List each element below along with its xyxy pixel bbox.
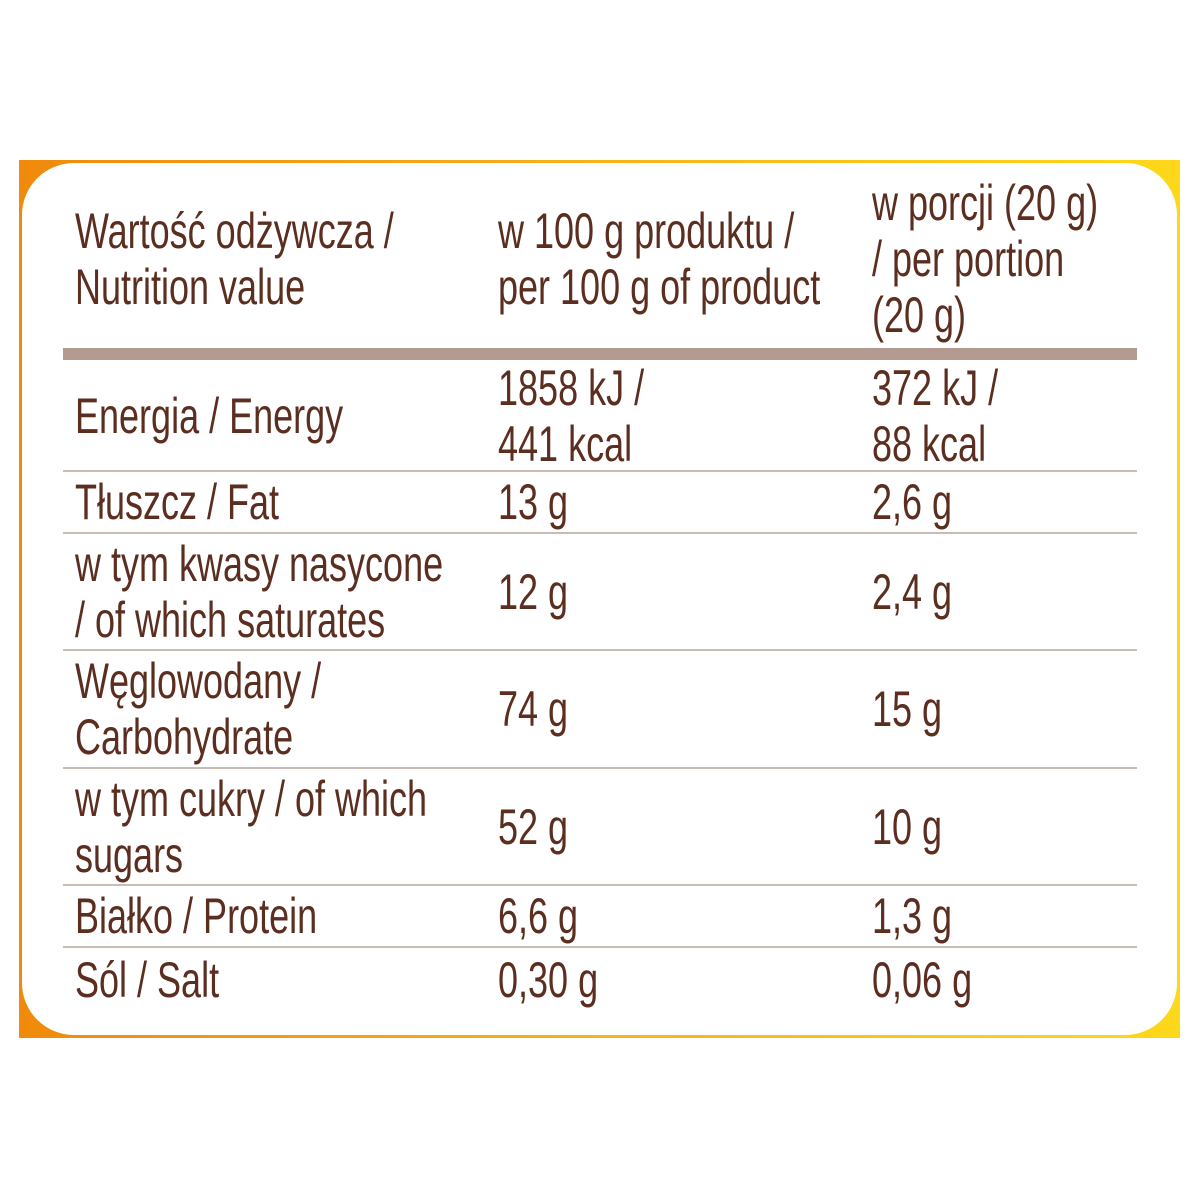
table-row: Sól / Salt 0,30 g 0,06 g: [0, 947, 1200, 1012]
value-per-100g: 6,6 g: [498, 888, 579, 944]
row-divider: [63, 532, 1137, 534]
header-row: Wartość odżywcza / Nutrition value w 100…: [0, 170, 1200, 348]
row-divider: [63, 470, 1137, 472]
nutrient-label: w tym cukry / of which sugars: [75, 770, 428, 883]
table-frame: [19, 160, 1180, 1038]
nutrient-label: Węglowodany / Carbohydrate: [75, 653, 322, 765]
value-per-100g: 52 g: [498, 798, 569, 855]
nutrient-label: Białko / Protein: [75, 888, 318, 944]
nutrient-label: Sól / Salt: [75, 951, 220, 1008]
value-per-portion: 0,06 g: [872, 951, 973, 1008]
value-per-portion: 2,4 g: [872, 563, 953, 620]
table-row: w tym kwasy nasycone / of which saturate…: [0, 533, 1200, 650]
value-per-100g: 1858 kJ / 441 kcal: [498, 359, 645, 472]
header-nutrition-value: Wartość odżywcza / Nutrition value: [75, 203, 394, 315]
row-divider: [63, 767, 1137, 769]
nutrient-label: Energia / Energy: [75, 387, 344, 444]
row-divider: [63, 649, 1137, 651]
table-row: Energia / Energy 1858 kJ / 441 kcal 372 kJ…: [0, 359, 1200, 472]
header-per-100g: w 100 g produktu / per 100 g of product: [498, 203, 821, 315]
row-divider: [63, 946, 1137, 948]
header-divider: [63, 348, 1137, 360]
table-row: Tłuszcz / Fat 13 g 2,6 g: [0, 471, 1200, 533]
value-per-100g: 74 g: [498, 681, 569, 737]
value-per-portion: 1,3 g: [872, 888, 953, 944]
table-row: Białko / Protein 6,6 g 1,3 g: [0, 885, 1200, 947]
value-per-portion: 15 g: [872, 681, 943, 737]
nutrient-label: w tym kwasy nasycone / of which saturate…: [75, 535, 444, 648]
value-per-portion: 10 g: [872, 798, 943, 855]
row-divider: [63, 884, 1137, 886]
table-row: w tym cukry / of which sugars 52 g 10 g: [0, 768, 1200, 885]
nutrient-label: Tłuszcz / Fat: [75, 474, 280, 530]
value-per-100g: 13 g: [498, 474, 569, 530]
value-per-portion: 2,6 g: [872, 474, 953, 530]
value-per-100g: 12 g: [498, 563, 569, 620]
value-per-portion: 372 kJ / 88 kcal: [872, 359, 999, 472]
table-row: Węglowodany / Carbohydrate 74 g 15 g: [0, 650, 1200, 768]
header-per-portion: w porcji (20 g) / per portion (20 g): [872, 175, 1099, 343]
table-background: [22, 163, 1177, 1035]
value-per-100g: 0,30 g: [498, 951, 599, 1008]
